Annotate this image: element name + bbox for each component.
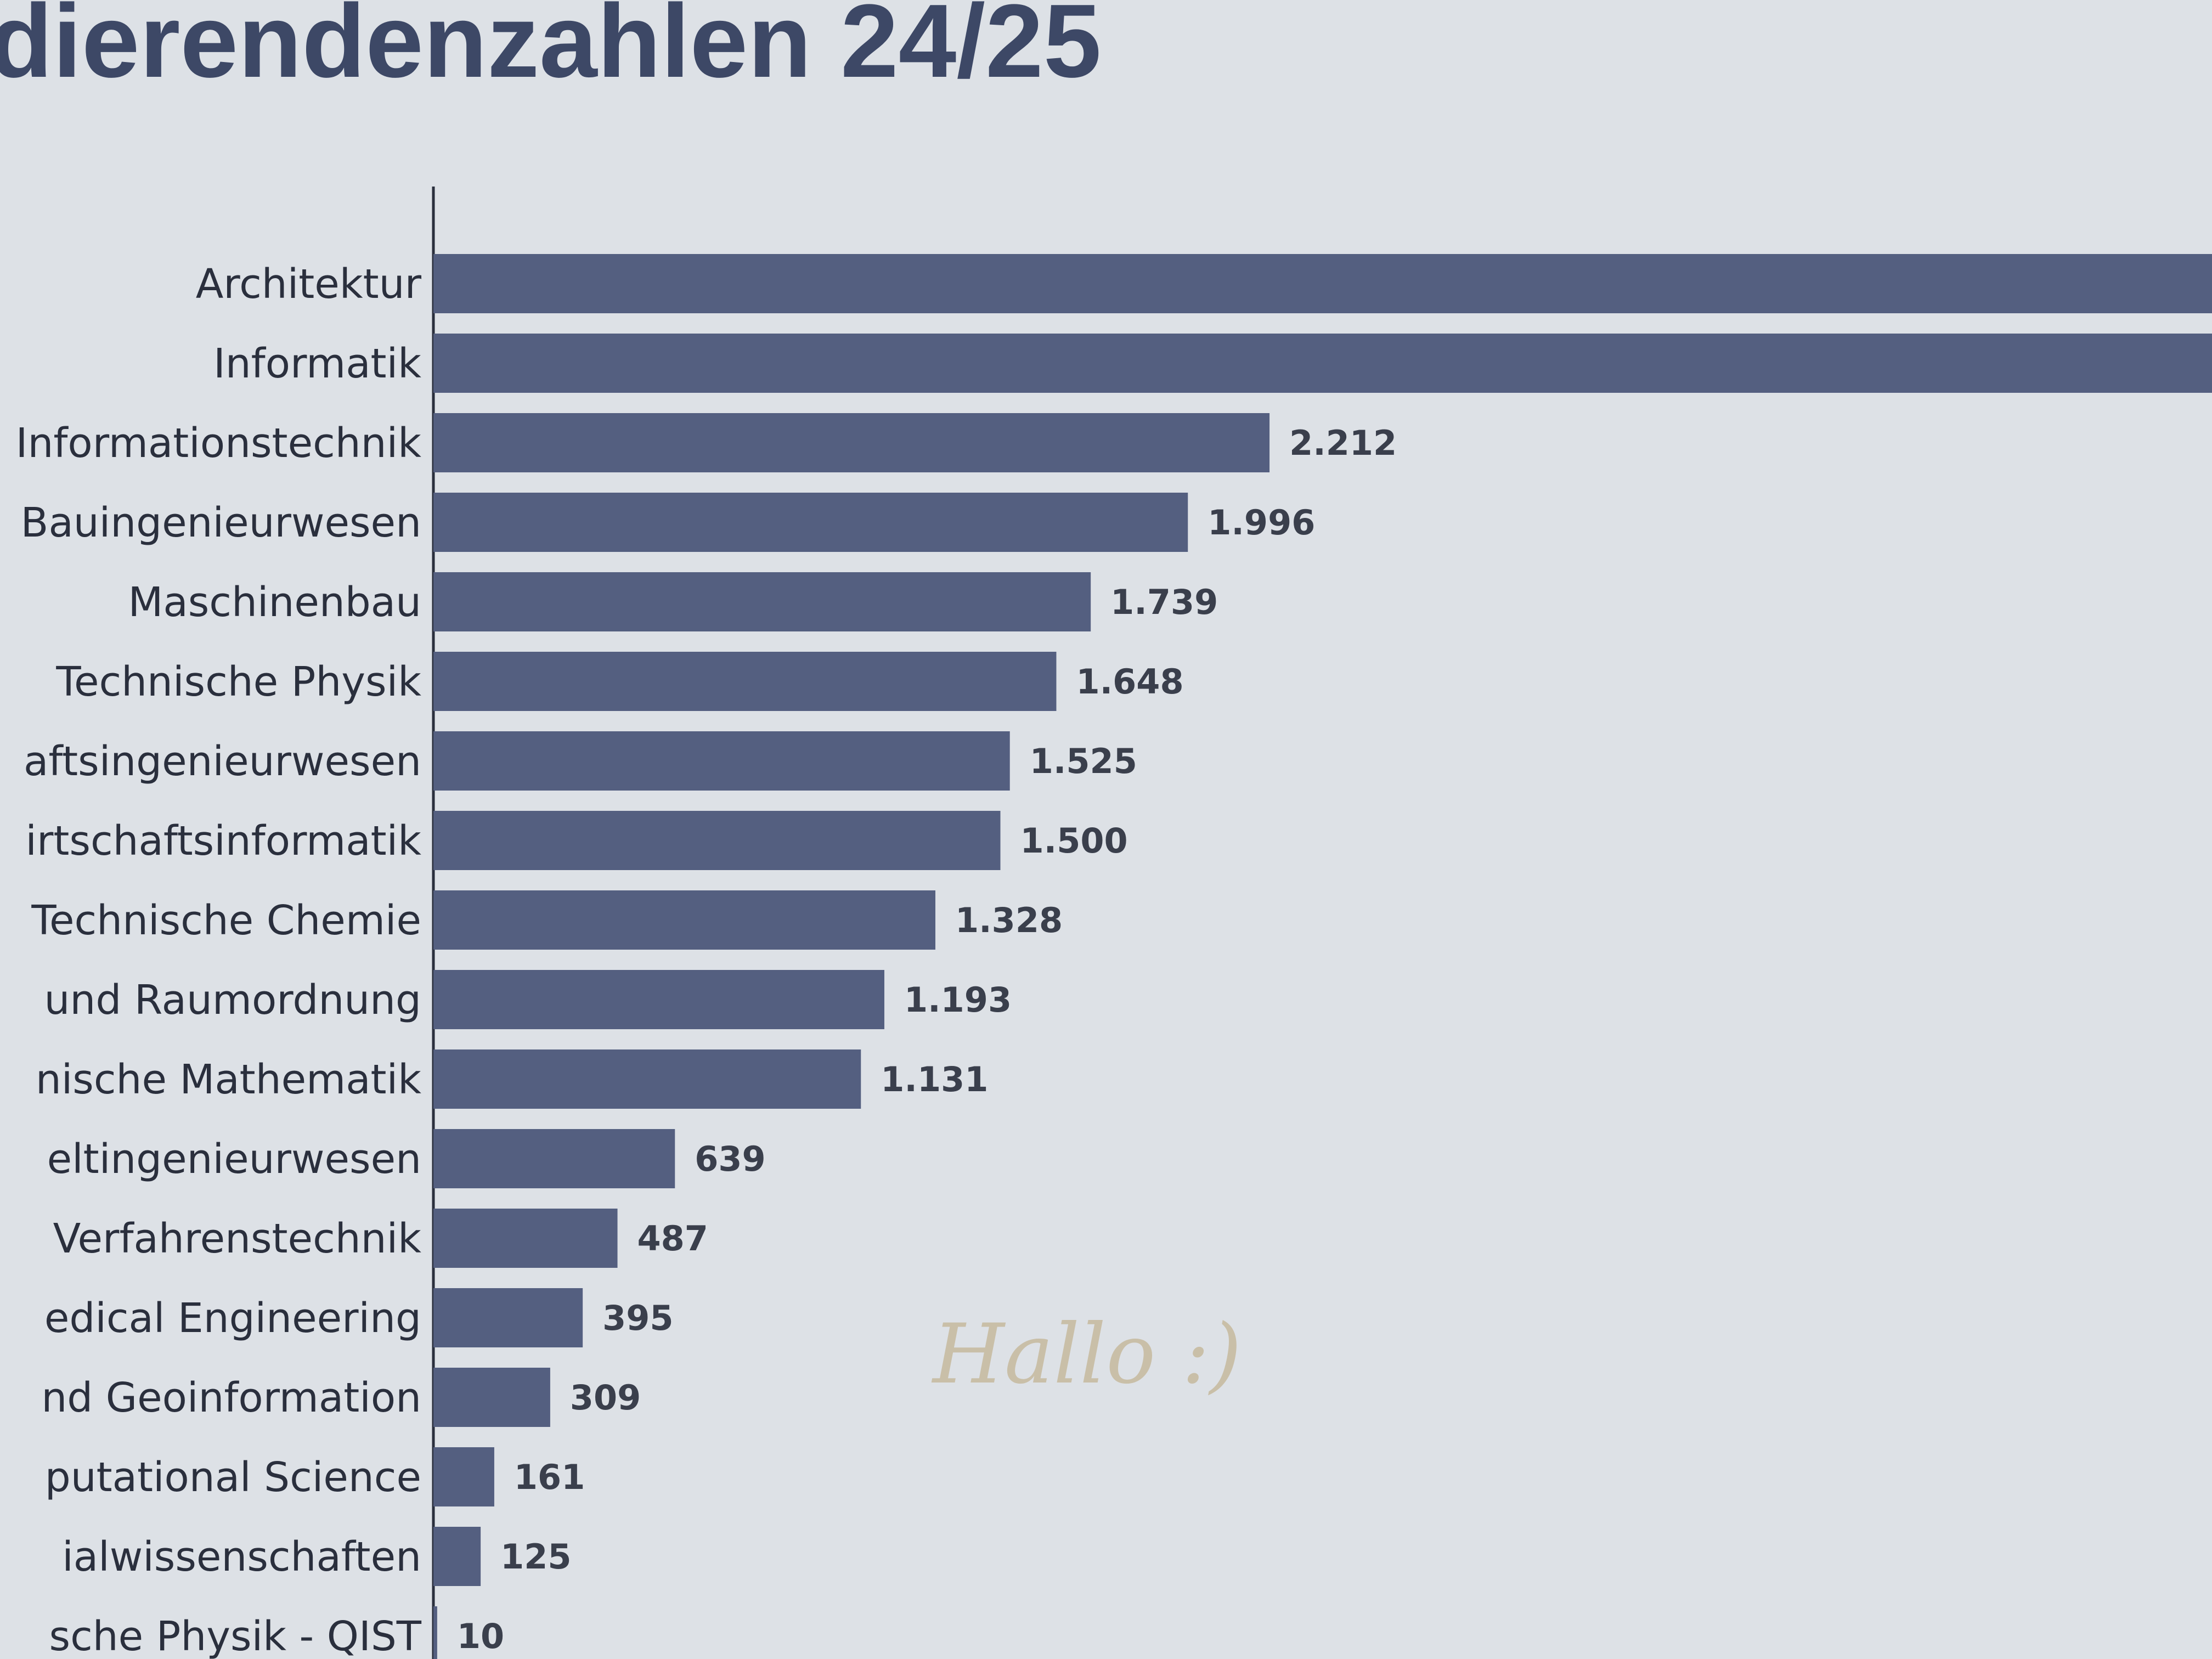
y-tick-label: Architektur: [196, 261, 422, 308]
bar: [433, 572, 1091, 631]
y-tick-label: und Raumordnung: [44, 977, 421, 1024]
y-tick-label: Bauingenieurwesen: [21, 499, 421, 546]
y-tick-label: Technische Chemie: [31, 897, 421, 944]
value-label: 1.193: [904, 980, 1012, 1020]
y-tick-label: aftsingenieurwesen: [24, 738, 421, 785]
y-tick-label: nische Mathematik: [36, 1056, 421, 1103]
y-tick-label: nd Geoinformation: [41, 1374, 421, 1421]
bar: [433, 1049, 861, 1109]
bar: [433, 811, 1001, 870]
value-label: 1.648: [1076, 662, 1183, 702]
value-label: 1.525: [1030, 741, 1137, 781]
y-tick-label: eltingenieurwesen: [47, 1136, 421, 1183]
value-label: 161: [514, 1457, 585, 1497]
y-tick-label: edical Engineering: [44, 1295, 421, 1342]
chart-title: dierendenzahlen 24/25: [0, 0, 1101, 99]
value-label: 1.131: [881, 1059, 988, 1099]
value-label: 1.500: [1020, 821, 1128, 861]
y-tick-label: Verfahrenstechnik: [53, 1215, 421, 1262]
bar: [433, 890, 935, 950]
value-label: 125: [500, 1537, 571, 1577]
bar: [433, 970, 884, 1029]
bar: [433, 413, 1270, 472]
y-tick-label: putational Science: [45, 1454, 421, 1501]
value-label: 1.739: [1110, 582, 1218, 622]
y-tick-label: Informationstechnik: [16, 420, 421, 467]
bar: [433, 1447, 494, 1506]
bar: [433, 1129, 675, 1188]
bar: [433, 1288, 583, 1347]
value-label: 1.328: [955, 900, 1063, 940]
value-label: 10: [457, 1616, 504, 1656]
value-label: 639: [695, 1139, 765, 1179]
annotation: Hallo :): [931, 1307, 1242, 1402]
y-tick-label: Maschinenbau: [128, 579, 421, 626]
value-label: 1.996: [1207, 503, 1315, 543]
bar: [433, 334, 2212, 393]
y-tick-label: ialwissenschaften: [62, 1533, 421, 1581]
bar: [433, 254, 2212, 313]
bar: [433, 493, 1188, 552]
bar: [433, 731, 1010, 791]
value-label: 309: [570, 1378, 641, 1418]
bar: [433, 1527, 481, 1586]
y-tick-label: Technische Physik: [55, 658, 421, 706]
y-tick-label: Informatik: [213, 340, 421, 387]
value-label: 487: [637, 1218, 708, 1259]
value-label: 395: [602, 1298, 673, 1338]
value-label: 2.212: [1289, 423, 1397, 463]
bar: [433, 1368, 550, 1427]
y-tick-label: sche Physik - QIST: [49, 1613, 422, 1659]
bar: [433, 1606, 437, 1659]
bar: [433, 1209, 618, 1268]
y-tick-label: irtschaftsinformatik: [25, 817, 421, 865]
bar: [433, 652, 1057, 711]
